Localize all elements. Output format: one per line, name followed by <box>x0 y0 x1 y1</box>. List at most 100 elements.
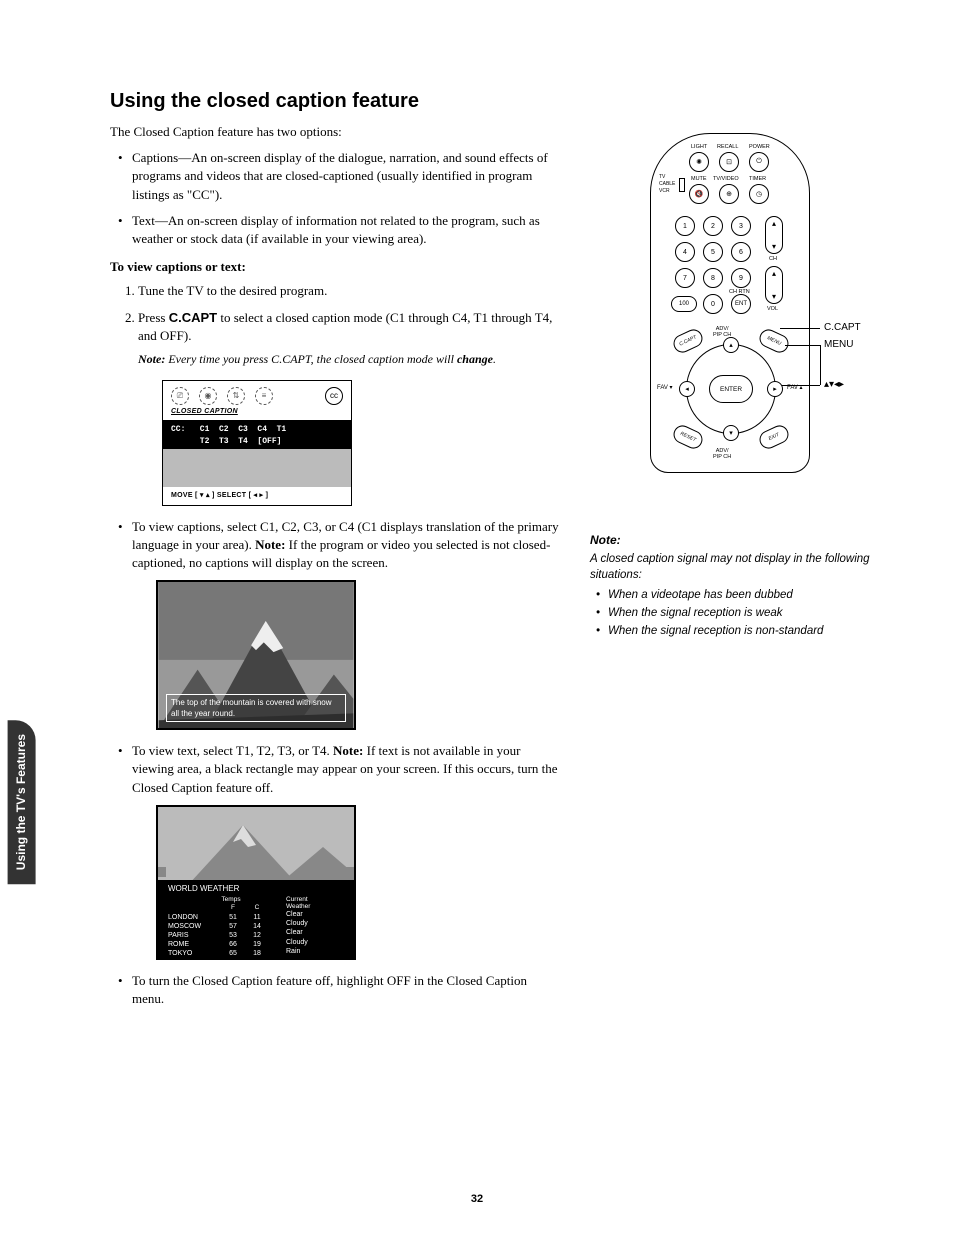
bullet-turn-off: To turn the Closed Caption feature off, … <box>132 972 560 1008</box>
rnote-item-0: When a videotape has been dubbed <box>608 589 870 601</box>
step-2: Press C.CAPT to select a closed caption … <box>138 309 560 506</box>
f-2: 53 <box>224 931 242 940</box>
weather-title: WORLD WEATHER <box>168 883 344 894</box>
f-1: 57 <box>224 922 242 931</box>
dpad-right[interactable]: ▸ <box>767 381 783 397</box>
lbl-vol: VOL <box>767 306 778 312</box>
c-1: 14 <box>248 922 266 931</box>
callout-ccapt: C.CAPT <box>824 322 861 333</box>
btn-1[interactable]: 1 <box>675 216 695 236</box>
bcap-note: Note: <box>255 537 285 552</box>
city-3: ROME <box>168 940 218 949</box>
lbl-timer: TIMER <box>749 176 766 182</box>
w-2: Clear <box>286 928 326 937</box>
rnote-body: A closed caption signal may not display … <box>590 551 870 583</box>
btn-2[interactable]: 2 <box>703 216 723 236</box>
f-3: 66 <box>224 940 242 949</box>
sw-vcr: VCR <box>659 188 670 194</box>
c-3: 19 <box>248 940 266 949</box>
mountain-illustration: The top of the mountain is covered with … <box>156 580 356 730</box>
btn-recall[interactable]: ⊡ <box>719 152 739 172</box>
lbl-fav-l: FAV ▾ <box>657 384 673 391</box>
f-4: 65 <box>224 949 242 958</box>
w-3: Cloudy <box>286 938 326 947</box>
city-1: MOSCOW <box>168 922 218 931</box>
mountain-caption: The top of the mountain is covered with … <box>166 694 346 722</box>
weather-illustration: WORLD WEATHER LONDON MOSCOW PARIS ROME <box>156 805 356 960</box>
page-heading: Using the closed caption feature <box>110 90 874 113</box>
sw-cable: CABLE <box>659 181 675 187</box>
option-captions: Captions—An on-screen display of the dia… <box>132 149 560 204</box>
note1-text: Every time you press C.CAPT, the closed … <box>165 352 457 366</box>
osd-row1: CC: C1 C2 C3 C4 T1 <box>171 424 343 435</box>
dpad-down[interactable]: ▾ <box>723 425 739 441</box>
option-text: Text—An on-screen display of information… <box>132 212 560 248</box>
callout-menu: MENU <box>824 339 853 350</box>
side-column: LIGHT RECALL POWER ✺ ⊡ ⏻ TV CABLE VCR MU… <box>590 123 870 1016</box>
bullet-view-captions: To view captions, select C1, C2, C3, or … <box>132 518 560 731</box>
city-0: LONDON <box>168 913 218 922</box>
bullet-view-text: To view text, select T1, T2, T3, or T4. … <box>132 742 560 960</box>
osd-footer: MOVE [ ▾ ▴ ] SELECT [ ◂ ▸ ] <box>163 487 351 505</box>
c-0: 11 <box>248 913 266 922</box>
city-2: PARIS <box>168 931 218 940</box>
btn-0[interactable]: 0 <box>703 294 723 314</box>
rnote-item-1: When the signal reception is weak <box>608 607 870 619</box>
lbl-mute: MUTE <box>691 176 707 182</box>
note-line-1: Note: Every time you press C.CAPT, the c… <box>138 351 560 368</box>
osd-icon-1: ⎚ <box>171 387 189 405</box>
step-1: Tune the TV to the desired program. <box>138 282 560 300</box>
head-cw: Current Weather <box>286 896 326 910</box>
btn-light[interactable]: ✺ <box>689 152 709 172</box>
osd-title: CLOSED CAPTION <box>163 407 351 421</box>
lbl-chrtn: CH RTN <box>729 289 750 295</box>
callout-arrows: ▴▾◂▸ <box>824 379 844 390</box>
btn-3[interactable]: 3 <box>731 216 751 236</box>
btn-vol[interactable]: ▴▾ <box>765 266 783 304</box>
osd-icon-3: ⇅ <box>227 387 245 405</box>
osd-icon-4: ≡ <box>255 387 273 405</box>
c-2: 12 <box>248 931 266 940</box>
btn-8[interactable]: 8 <box>703 268 723 288</box>
btn-5[interactable]: 5 <box>703 242 723 262</box>
subhead-view: To view captions or text: <box>110 258 560 276</box>
w-1: Cloudy <box>286 919 326 928</box>
w-0: Clear <box>286 910 326 919</box>
dpad-up[interactable]: ▴ <box>723 337 739 353</box>
head-c: C <box>248 904 266 912</box>
btn-enter[interactable]: ENTER <box>709 375 753 403</box>
btn-timer[interactable]: ◷ <box>749 184 769 204</box>
dpad-left[interactable]: ◂ <box>679 381 695 397</box>
btext-note: Note: <box>333 743 363 758</box>
note1-bold: change <box>457 352 493 366</box>
c-4: 18 <box>248 949 266 958</box>
osd-row2: T2 T3 T4 [OFF] <box>171 436 343 447</box>
city-4: TOKYO <box>168 949 218 958</box>
btn-mute[interactable]: 🔇 <box>689 184 709 204</box>
btn-6[interactable]: 6 <box>731 242 751 262</box>
btn-ch[interactable]: ▴▾ <box>765 216 783 254</box>
lbl-power: POWER <box>749 144 770 150</box>
btn-4[interactable]: 4 <box>675 242 695 262</box>
rnote-item-2: When the signal reception is non-standar… <box>608 625 870 637</box>
lbl-light: LIGHT <box>691 144 707 150</box>
lbl-recall: RECALL <box>717 144 738 150</box>
lbl-ch: CH <box>769 256 777 262</box>
lbl-tvvideo: TV/VIDEO <box>713 176 739 182</box>
remote-illustration: LIGHT RECALL POWER ✺ ⊡ ⏻ TV CABLE VCR MU… <box>590 123 870 473</box>
lbl-adv-bot: ADV/ PIP CH <box>713 448 731 460</box>
btn-100[interactable]: 100 <box>671 296 697 312</box>
btn-7[interactable]: 7 <box>675 268 695 288</box>
w-4: Rain <box>286 947 326 956</box>
btn-tvvideo[interactable]: ⊕ <box>719 184 739 204</box>
btn-ent[interactable]: ENT <box>731 294 751 314</box>
ccapt-label: C.CAPT <box>169 310 217 325</box>
btn-power[interactable]: ⏻ <box>749 152 769 172</box>
head-f: F <box>224 904 242 912</box>
btn-9[interactable]: 9 <box>731 268 751 288</box>
osd-icon-cc: cc <box>325 387 343 405</box>
btext-a: To view text, select T1, T2, T3, or T4. <box>132 743 333 758</box>
head-temps: Temps <box>220 896 242 904</box>
sw-tv: TV <box>659 174 665 180</box>
osd-icon-2: ◉ <box>199 387 217 405</box>
